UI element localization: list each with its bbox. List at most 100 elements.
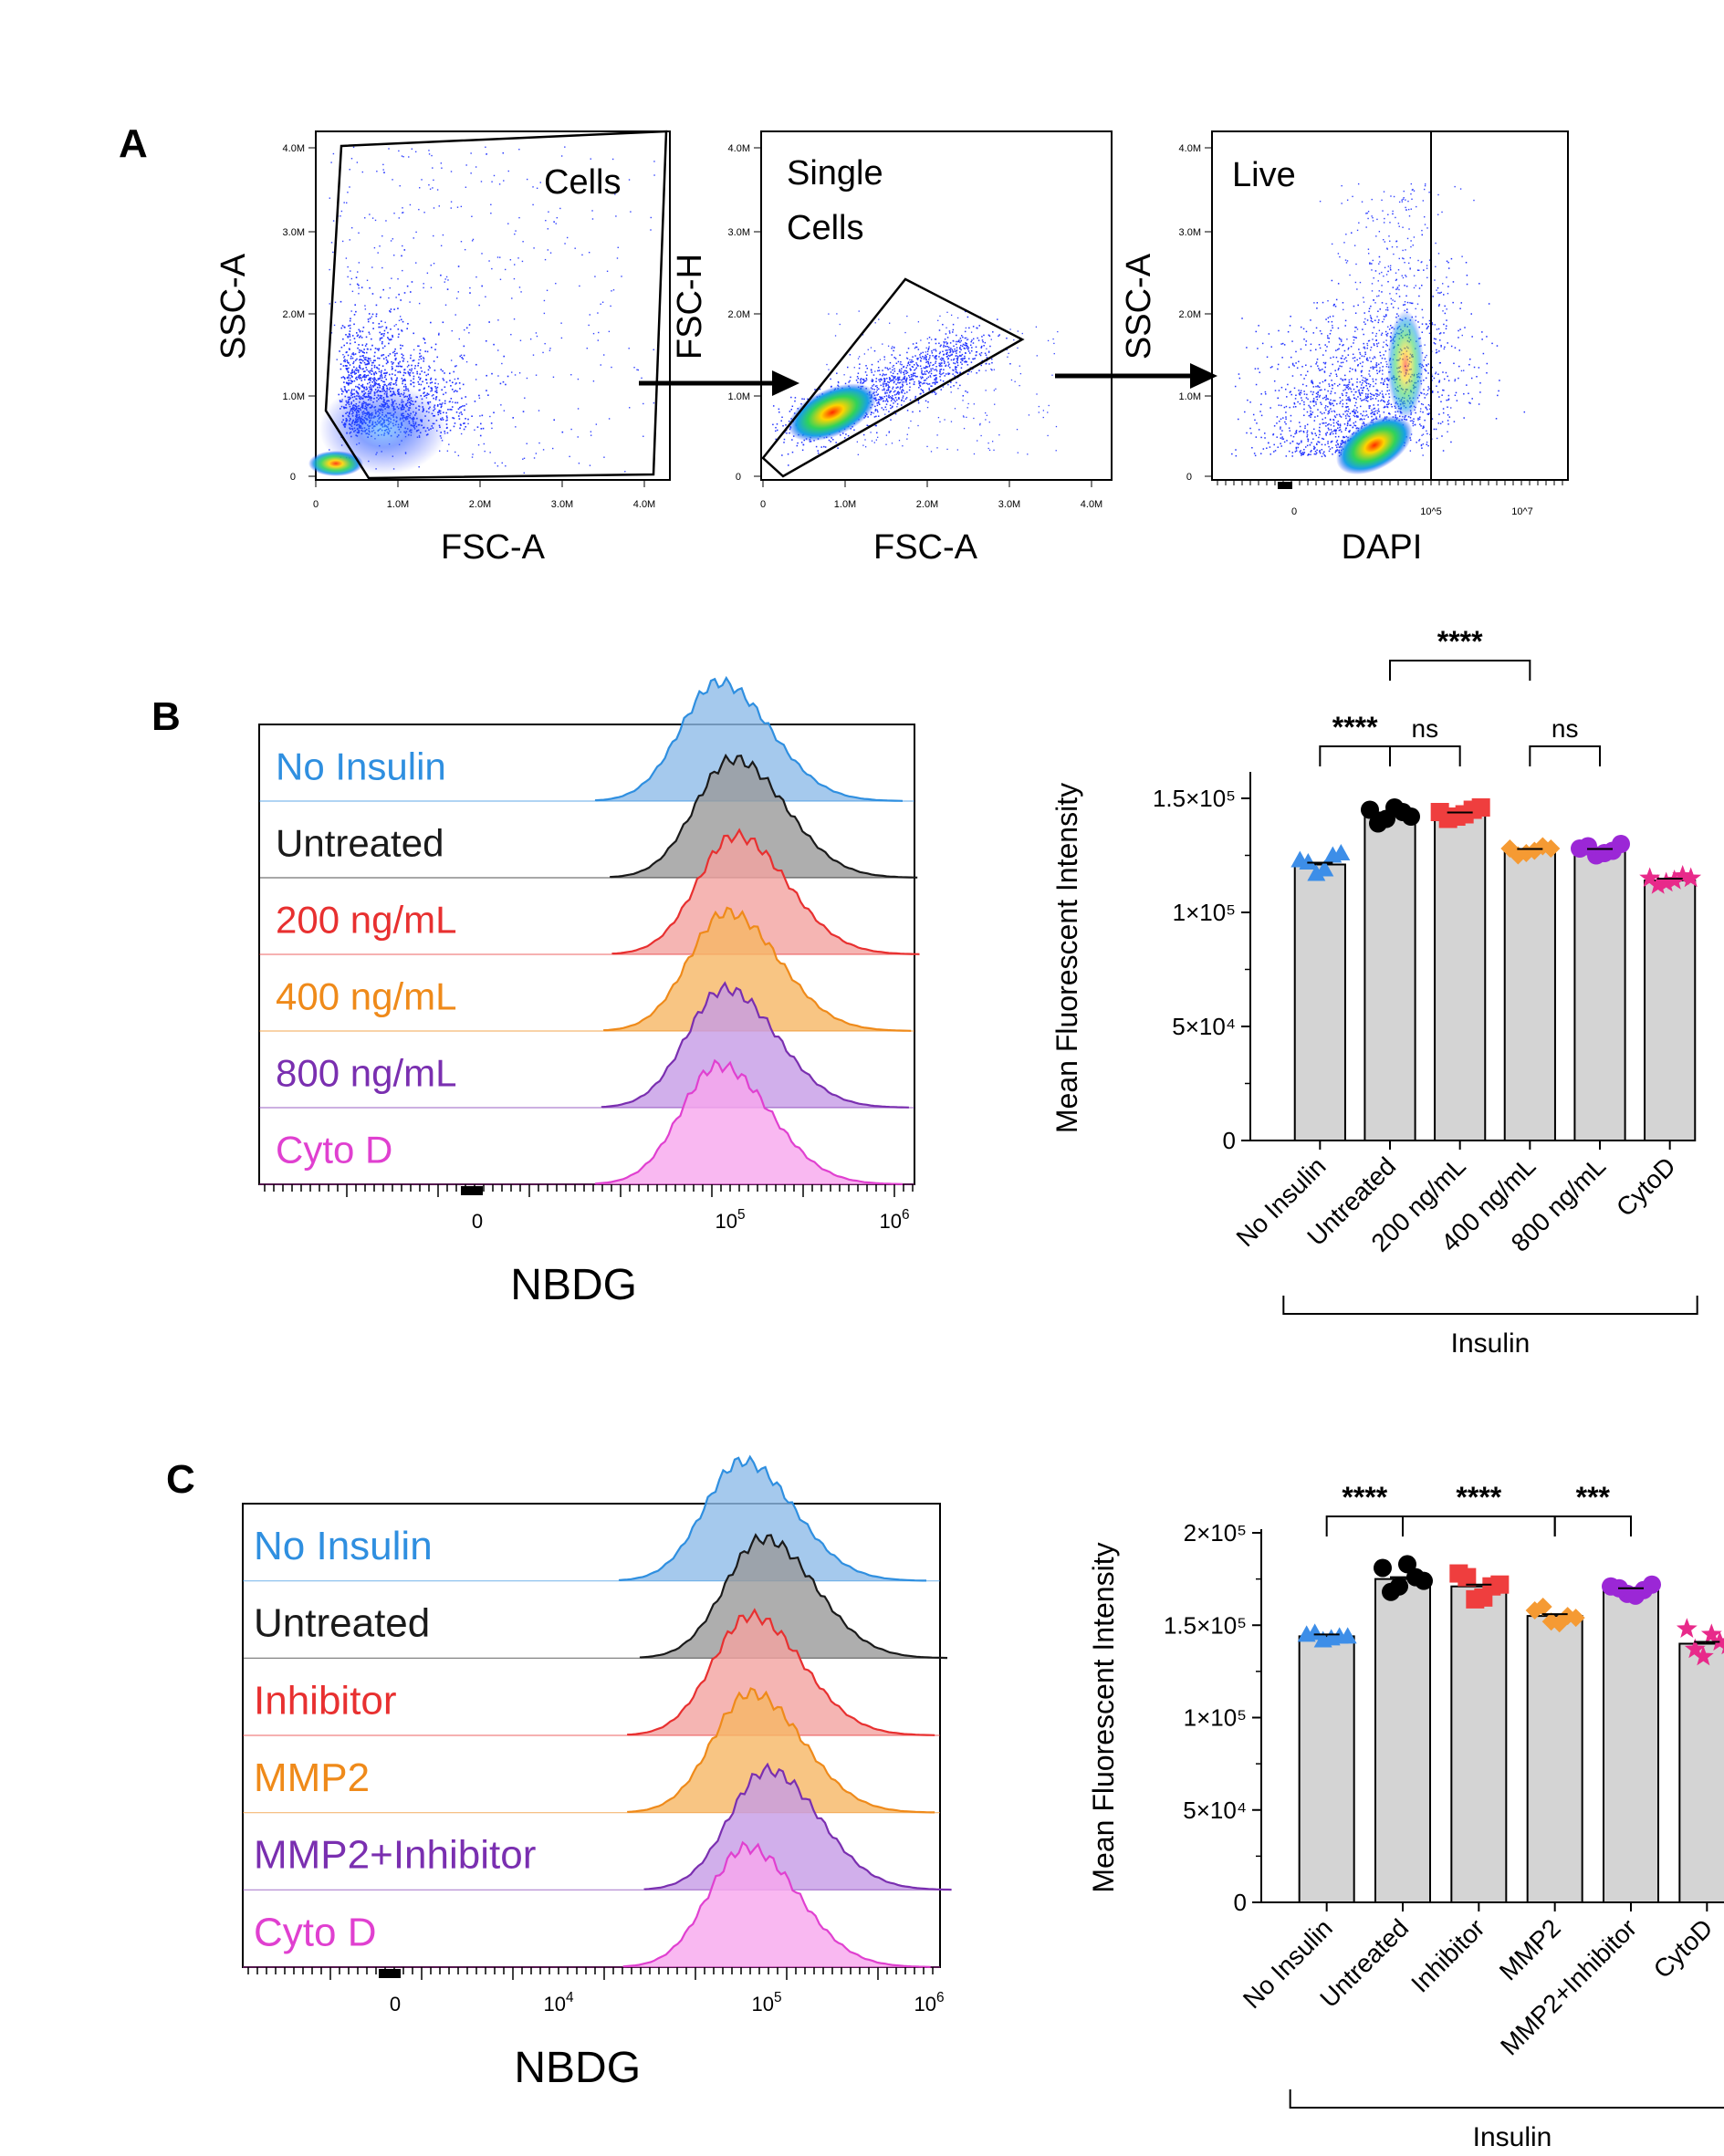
- gating-arrow-1: [639, 370, 799, 396]
- data-point: [1692, 1645, 1714, 1666]
- y-tick-label: 0: [1234, 1889, 1247, 1916]
- track-label: 800 ng/mL: [276, 1051, 456, 1094]
- data-point: [1509, 846, 1528, 865]
- histogram-curve: [627, 1687, 935, 1814]
- data-point: [1299, 853, 1318, 870]
- histogram-fill: [641, 1535, 947, 1659]
- significance-label: ns: [1552, 714, 1579, 743]
- zero-cluster: [461, 1186, 483, 1195]
- data-point: [1374, 1558, 1392, 1578]
- bar: [1603, 1588, 1659, 1904]
- group-bracket: [1282, 1296, 1698, 1315]
- tick-label: 105: [751, 1990, 781, 2015]
- data-point: [1307, 864, 1326, 881]
- data-point: [1647, 874, 1669, 894]
- axis-label-x: NBDG: [510, 1261, 637, 1309]
- svg-text:2.0M: 2.0M: [469, 499, 491, 510]
- significance-label: ****: [1342, 1481, 1387, 1514]
- significance-bracket: [1325, 1515, 1404, 1536]
- data-point: [1626, 1586, 1645, 1605]
- data-point: [1566, 1609, 1585, 1628]
- svg-text:3.0M: 3.0M: [283, 227, 305, 238]
- histogram-c: No Insulin Untreated Inhibitor MMP2 MMP2+Inh…: [242, 1454, 952, 2092]
- svg-text:4.0M: 4.0M: [283, 143, 305, 154]
- x-ticks: 0 1.0M 2.0M 3.0M 4.0M: [760, 480, 1102, 510]
- data-point: [1525, 841, 1544, 860]
- svg-text:3.0M: 3.0M: [728, 227, 750, 238]
- histogram-curve: [601, 981, 909, 1109]
- significance-bracket: [1553, 1515, 1632, 1536]
- track-label: No Insulin: [276, 745, 446, 787]
- data-point: [1579, 837, 1597, 856]
- bar: [1526, 1615, 1583, 1903]
- data-point: [1398, 1555, 1416, 1574]
- group-label: Insulin: [1473, 2122, 1552, 2152]
- histogram-fill: [612, 829, 920, 954]
- data-point: [1315, 859, 1334, 877]
- data-point: [1305, 1623, 1324, 1640]
- x-minor-ticks: [1217, 480, 1563, 489]
- histogram-fill: [620, 1456, 926, 1581]
- significance-label: ns: [1412, 714, 1439, 743]
- svg-text:2.0M: 2.0M: [728, 309, 750, 320]
- gating-plot-single-cells: Single Cells FSC-A FSC-H 0 1.0M 2.0M 3.0…: [671, 130, 1113, 567]
- track-label: 200 ng/mL: [276, 898, 456, 941]
- significance-bracket: [1319, 745, 1391, 766]
- data-point: [1332, 844, 1351, 860]
- bar: [1374, 1578, 1431, 1903]
- histogram-fill: [628, 1609, 935, 1735]
- x-ticks: 0 1.0M 2.0M 3.0M 4.0M: [313, 480, 655, 510]
- data-point: [1550, 1614, 1569, 1633]
- bar: [1298, 1635, 1355, 1904]
- histogram-fill: [644, 1764, 952, 1890]
- data-point: [1676, 1618, 1698, 1639]
- svg-text:0: 0: [313, 499, 319, 510]
- scatter-points-live: [1231, 182, 1526, 475]
- svg-text:0: 0: [736, 472, 741, 483]
- svg-text:4.0M: 4.0M: [633, 499, 655, 510]
- category-label: MMP2+Inhibitor: [1495, 1913, 1642, 2060]
- gate-label-cells-2: Cells: [787, 209, 863, 247]
- significance-label: ****: [1456, 1481, 1501, 1514]
- histogram-curve: [643, 1762, 952, 1891]
- tick-label: 0: [472, 1210, 483, 1233]
- histogram-curve: [627, 1608, 935, 1736]
- axis-label-y: Mean Fluorescent Intensity: [1087, 1542, 1120, 1892]
- svg-text:2.0M: 2.0M: [283, 309, 305, 320]
- gating-plot-live: Live DAPI SSC-A 0 10^5 10^7 0 1.0M 2.0M …: [1120, 130, 1569, 567]
- significance-label: ****: [1437, 625, 1483, 658]
- histogram-fill: [601, 983, 909, 1108]
- data-point: [1595, 844, 1614, 862]
- significance-label: ***: [1576, 1481, 1611, 1514]
- data-point: [1361, 800, 1379, 819]
- data-point: [1700, 1623, 1722, 1644]
- data-point: [1643, 1575, 1661, 1594]
- histogram-fill: [628, 1688, 935, 1813]
- axis-label-y: FSC-H: [671, 254, 709, 359]
- panel-letter-b: B: [152, 694, 181, 739]
- data-point: [1471, 798, 1490, 817]
- track-label: Untreated: [254, 1601, 430, 1646]
- y-ticks: 0 1.0M 2.0M 3.0M 4.0M: [283, 143, 316, 483]
- track-label: MMP2: [254, 1755, 370, 1800]
- gating-plot-cells: Cells FSC-A SSC-A 0 1.0M 2.0M 3.0M 4.0M …: [214, 130, 671, 567]
- y-tick-label: 2×10⁵: [1184, 1519, 1247, 1547]
- histogram-fill: [604, 907, 912, 1031]
- y-tick-label: 1×10⁵: [1173, 899, 1236, 926]
- data-point: [1455, 805, 1474, 824]
- svg-text:1.0M: 1.0M: [728, 391, 750, 402]
- gate-label-cells: Cells: [544, 163, 621, 202]
- track-label: No Insulin: [254, 1524, 433, 1568]
- significance-bracket: [1389, 660, 1531, 681]
- svg-text:3.0M: 3.0M: [551, 499, 573, 510]
- y-tick-label: 5×10⁴: [1183, 1797, 1247, 1824]
- gate-single-cells: [761, 277, 1025, 478]
- y-tick-label: 1.5×10⁵: [1164, 1611, 1247, 1639]
- data-point: [1458, 1568, 1477, 1587]
- histogram-curve: [603, 906, 912, 1032]
- histogram-fill: [611, 755, 918, 878]
- bar: [1450, 1585, 1508, 1903]
- axis-label-x: FSC-A: [441, 528, 546, 567]
- bar-chart-b: 0 5×10⁴ 1×10⁵ 1.5×10⁵ Mean Fluorescent Inten…: [1050, 625, 1702, 1359]
